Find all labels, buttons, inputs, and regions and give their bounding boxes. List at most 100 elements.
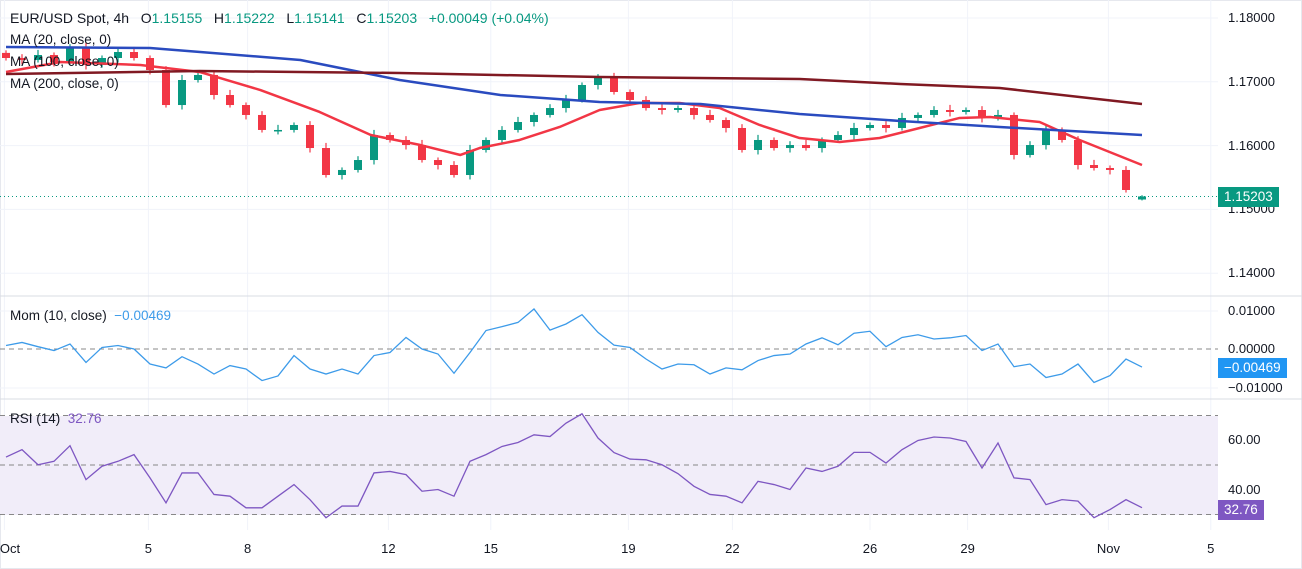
- price-badge: 1.15203: [1218, 187, 1279, 207]
- candle-body: [514, 121, 522, 130]
- ma20-line: [5, 60, 1143, 167]
- candle-body: [978, 109, 986, 118]
- candle: [450, 161, 458, 178]
- candle-body: [738, 127, 746, 151]
- rsi-title: RSI (14): [10, 411, 61, 426]
- candle-body: [786, 145, 794, 149]
- candle-body: [722, 120, 730, 128]
- candle-body: [610, 77, 618, 93]
- candle-body: [258, 114, 266, 130]
- change-value: +0.00049 (+0.04%): [428, 10, 549, 26]
- candle-body: [98, 58, 106, 66]
- candle-body: [1010, 114, 1018, 155]
- price-tick-label: 1.17000: [1228, 73, 1275, 89]
- legend-ma20[interactable]: MA (20, close, 0): [10, 32, 112, 47]
- candle-body: [306, 124, 314, 149]
- candle-body: [562, 99, 570, 109]
- candle-body: [594, 77, 602, 85]
- time-tick-label: 26: [862, 541, 878, 556]
- candle-body: [34, 55, 42, 60]
- candle: [754, 134, 762, 155]
- candle-body: [1058, 129, 1066, 140]
- legend-mom[interactable]: Mom (10, close) −0.00469: [10, 308, 171, 323]
- candle: [290, 122, 298, 133]
- candle: [338, 167, 346, 180]
- candle-body: [690, 108, 698, 115]
- candle: [850, 122, 858, 140]
- time-tick-label: 15: [483, 541, 499, 556]
- candle: [114, 48, 122, 63]
- mom-title: Mom (10, close): [10, 308, 107, 323]
- candle: [914, 112, 922, 123]
- time-tick-label: 12: [381, 541, 396, 556]
- candle-body: [290, 124, 298, 130]
- candle: [1122, 166, 1130, 193]
- candle: [802, 139, 810, 151]
- candle: [34, 49, 42, 63]
- candle-body: [850, 127, 858, 136]
- candle-body: [578, 84, 586, 100]
- candle-body: [802, 145, 810, 149]
- legend-ma100[interactable]: MA (100, close, 0): [10, 54, 119, 69]
- candle-body: [930, 109, 938, 115]
- candle-body: [818, 139, 826, 149]
- rsi-value: 32.76: [67, 411, 102, 426]
- candle-body: [898, 117, 906, 128]
- candle: [434, 157, 442, 170]
- candle: [162, 66, 170, 108]
- time-tick-label: 5: [144, 541, 153, 556]
- time-tick-label: 19: [621, 541, 636, 556]
- candle-body: [530, 114, 538, 122]
- candle: [18, 54, 26, 65]
- pane-dividers: [0, 195, 1302, 515]
- candle: [386, 132, 394, 143]
- candle-body: [210, 74, 218, 96]
- candle: [226, 89, 234, 108]
- candle: [178, 74, 186, 110]
- candle: [322, 142, 330, 178]
- candle: [546, 104, 554, 118]
- candle: [498, 126, 506, 145]
- candle-body: [130, 52, 138, 59]
- momentum-line: [5, 308, 1143, 384]
- symbol-title: EUR/USD Spot, 4h: [10, 10, 130, 26]
- candle-body: [370, 135, 378, 161]
- rsi-tick-label: 40.00: [1228, 481, 1261, 497]
- candle: [274, 124, 282, 135]
- candle-body: [498, 129, 506, 140]
- candle: [530, 112, 538, 127]
- candle: [1138, 195, 1146, 201]
- candle-body: [1090, 164, 1098, 168]
- candle: [770, 137, 778, 151]
- close-label: C: [356, 10, 367, 26]
- candle-body: [82, 47, 90, 66]
- candle: [786, 141, 794, 153]
- candle-body: [274, 129, 282, 132]
- open-label: O: [140, 10, 152, 26]
- candle-body: [162, 69, 170, 106]
- candle-body: [706, 114, 714, 121]
- legend-ma200[interactable]: MA (200, close, 0): [10, 76, 119, 91]
- candle-body: [18, 58, 26, 60]
- candle: [418, 139, 426, 163]
- candle: [658, 102, 666, 115]
- candle: [706, 109, 714, 123]
- candle-body: [194, 74, 202, 81]
- moving-averages: [5, 45, 1143, 167]
- candle-body: [1074, 139, 1082, 165]
- low-value: 1.15141: [294, 10, 345, 26]
- candle: [722, 117, 730, 133]
- candle: [194, 72, 202, 83]
- time-tick-label: Nov: [1096, 541, 1120, 556]
- candle-body: [418, 145, 426, 161]
- candle: [98, 55, 106, 68]
- candle-body: [882, 124, 890, 128]
- mom-tick-label: 0.01000: [1228, 303, 1275, 318]
- candle: [962, 107, 970, 115]
- candle: [1026, 141, 1034, 158]
- close-value: 1.15203: [366, 10, 418, 26]
- high-label: H: [213, 10, 225, 26]
- legend-rsi[interactable]: RSI (14) 32.76: [10, 411, 102, 426]
- candle-body: [674, 108, 682, 110]
